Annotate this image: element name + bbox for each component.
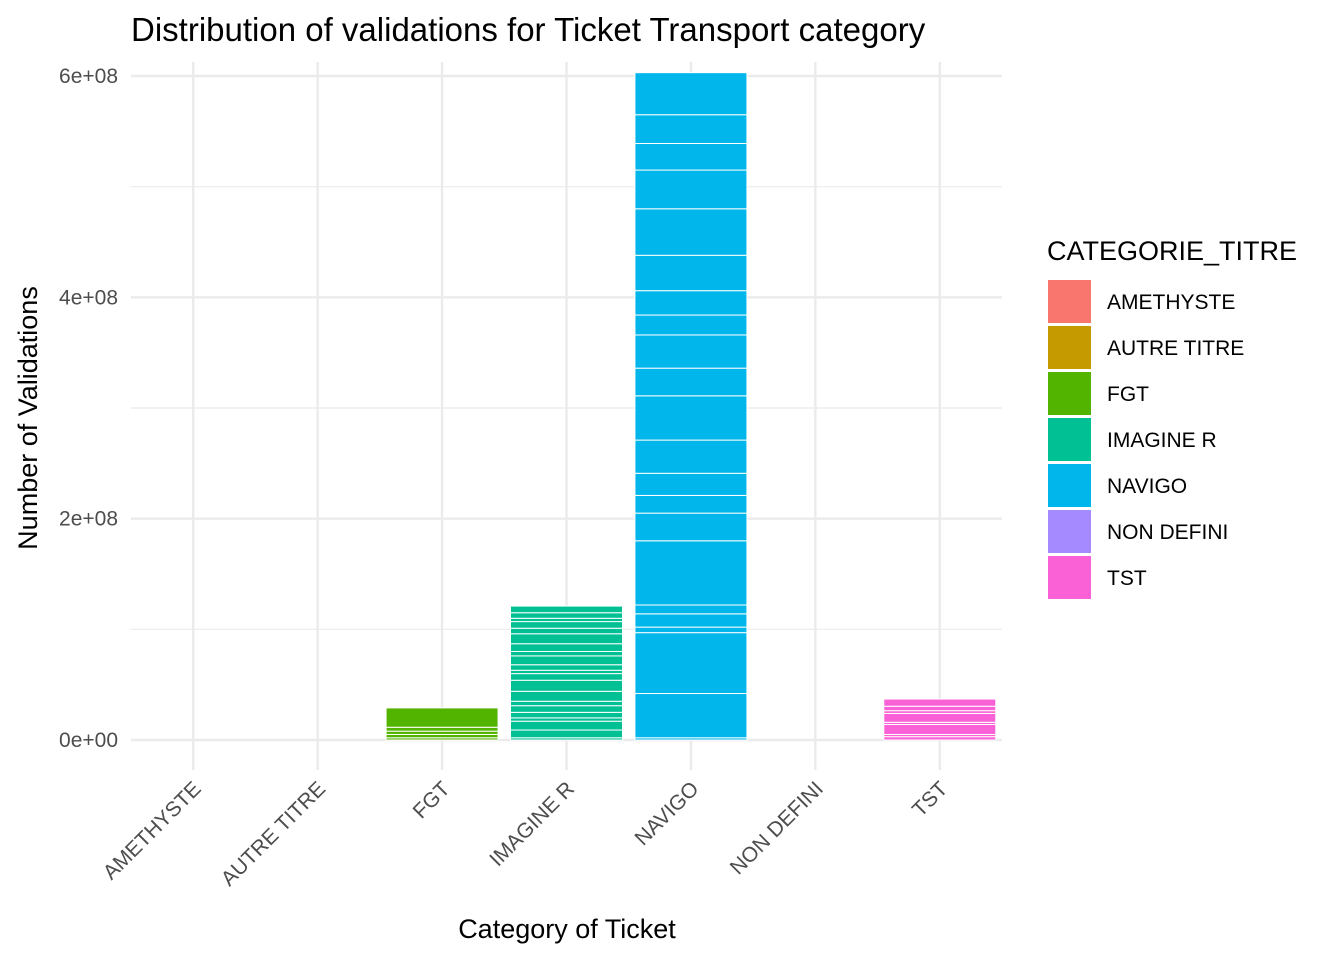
legend-title: CATEGORIE_TITRE (1047, 236, 1297, 266)
bar-segment (385, 707, 499, 728)
bar-segment (510, 621, 623, 629)
bar-segment (634, 439, 748, 474)
bar-segment (510, 673, 623, 681)
y-tick-label: 6e+08 (59, 65, 118, 88)
bar-segment (510, 700, 623, 707)
bar-segment (883, 698, 997, 707)
legend-label: IMAGINE R (1107, 429, 1217, 452)
bar-segment (510, 720, 623, 731)
bar-segment (634, 512, 748, 542)
bar-segment (510, 679, 623, 692)
bar-segment (510, 655, 623, 666)
y-tick-label: 0e+00 (59, 729, 118, 752)
bar-segment (510, 690, 623, 702)
y-axis-ticks: 0e+00 2e+08 4e+08 6e+08 (59, 65, 118, 752)
legend-swatch (1048, 464, 1091, 507)
y-tick-label: 4e+08 (59, 286, 118, 309)
bar-segment (634, 208, 748, 256)
bar-segment (634, 72, 748, 116)
bar-segment (510, 705, 623, 713)
x-tick-label: TST (908, 777, 952, 821)
bar-segment (883, 724, 997, 735)
legend-swatch (1048, 280, 1091, 323)
legend-item: TST (1048, 556, 1147, 599)
bar-segment (510, 627, 623, 635)
bar-segment (510, 612, 623, 619)
x-tick-label: AMETHYSTE (99, 777, 206, 884)
x-axis-ticks: AMETHYSTE AUTRE TITRE FGT IMAGINE R NAVIGO NO… (99, 777, 953, 890)
legend-item: IMAGINE R (1048, 418, 1217, 461)
legend: AMETHYSTE AUTRE TITRE FGT IMAGINE R NAVIGO NO… (1048, 280, 1244, 599)
bar-segment (634, 604, 748, 615)
legend-item: FGT (1048, 372, 1149, 415)
bar-segment (634, 254, 748, 292)
bar-segment (634, 693, 748, 739)
bar-segment (634, 314, 748, 336)
x-tick-label: FGT (409, 777, 455, 823)
legend-swatch (1048, 326, 1091, 369)
legend-item: NON DEFINI (1048, 510, 1228, 553)
y-axis-title: Number of Validations (13, 286, 43, 550)
bar-stack-navigo (634, 72, 748, 741)
bar-segment (634, 290, 748, 316)
x-tick-label: AUTRE TITRE (217, 777, 330, 890)
legend-label: FGT (1107, 383, 1149, 406)
bar-segment (510, 643, 623, 652)
bar-stack-fgt (385, 707, 499, 741)
bar-segment (634, 494, 748, 514)
legend-label: AUTRE TITRE (1107, 337, 1244, 360)
legend-item: AMETHYSTE (1048, 280, 1235, 323)
bar-stack-tst (883, 698, 997, 741)
bar-segment (634, 367, 748, 397)
x-tick-label: NAVIGO (631, 777, 704, 850)
bar-segment (634, 395, 748, 441)
bar-segment (634, 626, 748, 634)
bar-segment (634, 334, 748, 369)
bar-segment (510, 729, 623, 739)
y-tick-label: 2e+08 (59, 508, 118, 531)
bar-segment (510, 605, 623, 614)
bars (385, 72, 997, 741)
bar-segment (634, 632, 748, 695)
legend-label: NAVIGO (1107, 475, 1187, 498)
bar-segment (634, 169, 748, 210)
bar-segment (634, 613, 748, 628)
bar-segment (385, 726, 499, 732)
legend-label: AMETHYSTE (1107, 291, 1235, 314)
bar-segment (510, 711, 623, 719)
x-axis-title: Category of Ticket (458, 914, 676, 944)
legend-label: NON DEFINI (1107, 521, 1228, 544)
bar-segment (510, 633, 623, 645)
legend-swatch (1048, 510, 1091, 553)
x-tick-label: NON DEFINI (726, 777, 828, 879)
bar-segment (510, 650, 623, 657)
bar-segment (510, 664, 623, 671)
bar-segment (634, 114, 748, 145)
chart-title: Distribution of validations for Ticket T… (131, 11, 926, 48)
bar-stack-imagine-r (510, 605, 623, 741)
legend-label: TST (1107, 567, 1147, 590)
legend-swatch (1048, 418, 1091, 461)
legend-item: AUTRE TITRE (1048, 326, 1244, 369)
bar-segment (634, 540, 748, 606)
bar-segment (634, 143, 748, 171)
legend-item: NAVIGO (1048, 464, 1187, 507)
legend-swatch (1048, 556, 1091, 599)
bar-segment (634, 472, 748, 496)
x-tick-label: IMAGINE R (485, 777, 579, 871)
bar-segment (883, 705, 997, 712)
legend-swatch (1048, 372, 1091, 415)
bar-segment (883, 712, 997, 723)
